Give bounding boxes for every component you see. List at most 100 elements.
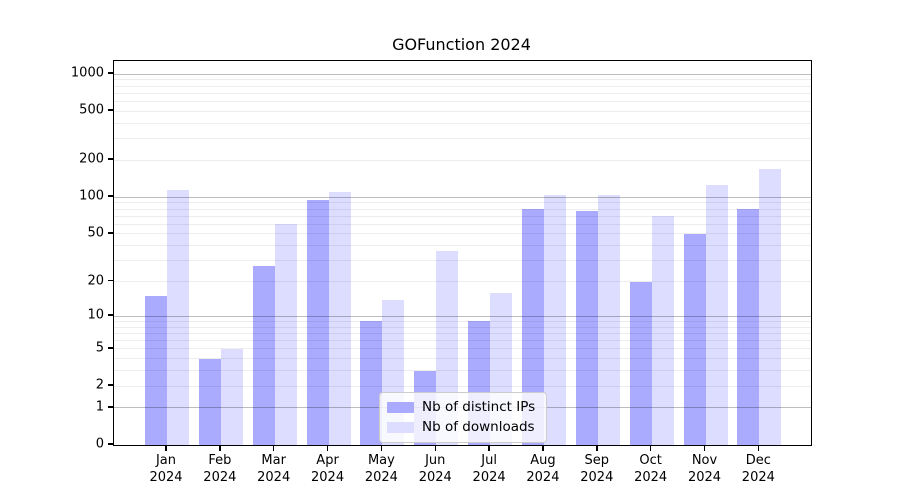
- bar-apr-distinct-ips: [306, 200, 329, 445]
- y-gridline-minor-800: [114, 85, 811, 87]
- x-tick-label-jan: Jan 2024: [149, 453, 183, 485]
- legend-swatch-distinct-ips: [387, 402, 414, 413]
- x-tick-mark-may: [380, 445, 383, 451]
- x-tick-mark-jan: [165, 445, 167, 451]
- bar-nov-distinct-ips: [683, 233, 706, 445]
- x-tick-label-mar: Mar 2024: [257, 453, 291, 485]
- y-tick-label-1: 1: [95, 399, 104, 415]
- y-tick-label-200: 200: [79, 151, 104, 167]
- y-gridline-minor-600: [114, 100, 811, 102]
- bar-sep-distinct-ips: [575, 211, 598, 445]
- x-tick-mark-feb: [219, 445, 221, 451]
- y-tick-label-500: 500: [79, 102, 104, 118]
- x-tick-label-feb: Feb 2024: [203, 453, 237, 485]
- y-gridline-minor-80: [114, 208, 811, 210]
- y-gridline-minor-60: [114, 223, 811, 225]
- y-gridline-minor-40: [114, 245, 811, 247]
- x-tick-mark-dec: [757, 445, 760, 451]
- bar-feb-distinct-ips: [198, 358, 221, 445]
- y-gridline-minor-7: [114, 332, 811, 334]
- x-tick-label-nov: Nov 2024: [687, 453, 722, 485]
- y-gridline-minor-3: [114, 370, 811, 372]
- bar-jan-downloads: [167, 189, 189, 445]
- y-tick-mark-200: [108, 158, 113, 160]
- y-tick-label-0: 0: [95, 436, 104, 452]
- bar-nov-downloads: [705, 185, 728, 445]
- x-tick-mark-oct: [649, 445, 652, 451]
- legend: Nb of distinct IPs Nb of downloads: [379, 392, 548, 443]
- x-tick-mark-jul: [488, 445, 490, 451]
- bar-dec-downloads: [759, 168, 782, 445]
- y-tick-mark-2: [108, 384, 113, 386]
- y-tick-mark-0: [108, 443, 113, 445]
- bar-dec-distinct-ips: [737, 209, 760, 445]
- y-tick-mark-5: [108, 347, 113, 349]
- y-tick-mark-1000: [108, 72, 113, 74]
- bar-mar-distinct-ips: [252, 266, 275, 445]
- y-tick-mark-50: [108, 232, 113, 234]
- y-gridline-minor-200: [114, 159, 811, 161]
- bar-oct-distinct-ips: [629, 281, 652, 445]
- legend-label-downloads: Nb of downloads: [422, 419, 535, 435]
- x-tick-mark-sep: [596, 445, 598, 451]
- y-gridline-minor-4: [114, 358, 811, 360]
- x-tick-mark-nov: [703, 445, 706, 451]
- bar-aug-distinct-ips: [521, 209, 544, 445]
- y-tick-mark-10: [108, 314, 113, 316]
- x-tick-label-dec: Dec 2024: [741, 453, 775, 485]
- y-tick-label-20: 20: [87, 273, 104, 289]
- y-tick-label-5: 5: [95, 340, 104, 356]
- y-gridline-major-10: [114, 315, 811, 317]
- x-tick-label-oct: Oct 2024: [634, 453, 668, 485]
- x-tick-label-jul: Jul 2024: [472, 453, 506, 485]
- legend-item-distinct-ips: Nb of distinct IPs: [387, 399, 535, 416]
- y-gridline-minor-700: [114, 92, 811, 94]
- y-gridline-minor-70: [114, 215, 811, 217]
- bar-sep-downloads: [597, 194, 620, 445]
- x-tick-mark-aug: [542, 445, 544, 451]
- y-gridline-minor-300: [114, 138, 811, 140]
- x-tick-label-sep: Sep 2024: [580, 453, 614, 485]
- legend-swatch-downloads: [387, 422, 414, 433]
- y-tick-label-2: 2: [95, 377, 104, 393]
- y-gridline-major-100: [114, 196, 811, 198]
- y-gridline-minor-50: [114, 233, 811, 235]
- x-tick-label-may: May 2024: [364, 453, 398, 485]
- y-gridline-minor-400: [114, 122, 811, 124]
- y-gridline-minor-8: [114, 326, 811, 328]
- bar-oct-downloads: [651, 216, 674, 445]
- bar-jan-distinct-ips: [145, 296, 167, 445]
- bar-mar-downloads: [274, 224, 297, 445]
- y-gridline-major-1000: [114, 73, 811, 75]
- y-gridline-minor-90: [114, 202, 811, 204]
- bar-aug-downloads: [543, 194, 566, 445]
- y-tick-mark-20: [108, 279, 113, 282]
- x-tick-mark-jun: [434, 445, 436, 451]
- y-tick-label-10: 10: [87, 307, 104, 323]
- y-tick-label-1000: 1000: [70, 65, 104, 81]
- y-gridline-minor-2: [114, 385, 811, 387]
- x-tick-label-aug: Aug 2024: [526, 453, 560, 485]
- y-gridline-minor-5: [114, 348, 811, 350]
- y-gridline-minor-6: [114, 340, 811, 341]
- bar-feb-downloads: [220, 348, 243, 445]
- plot-area: Nb of distinct IPs Nb of downloads: [113, 60, 812, 446]
- legend-label-distinct-ips: Nb of distinct IPs: [422, 399, 536, 415]
- x-tick-mark-mar: [272, 445, 275, 451]
- bar-apr-downloads: [328, 192, 351, 445]
- bar-may-distinct-ips: [360, 321, 383, 445]
- y-gridline-minor-900: [114, 79, 811, 81]
- legend-item-downloads: Nb of downloads: [387, 419, 535, 436]
- y-tick-mark-500: [108, 109, 113, 111]
- y-tick-label-50: 50: [87, 225, 104, 241]
- x-tick-label-apr: Apr 2024: [311, 453, 345, 485]
- y-tick-mark-1: [108, 406, 113, 408]
- y-gridline-minor-30: [114, 260, 811, 262]
- y-gridline-minor-20: [114, 281, 811, 283]
- x-tick-mark-apr: [326, 445, 329, 451]
- y-gridline-minor-9: [114, 320, 811, 322]
- chart-title: GOFunction 2024: [392, 35, 531, 54]
- y-tick-mark-100: [108, 195, 113, 197]
- y-tick-label-100: 100: [79, 188, 104, 204]
